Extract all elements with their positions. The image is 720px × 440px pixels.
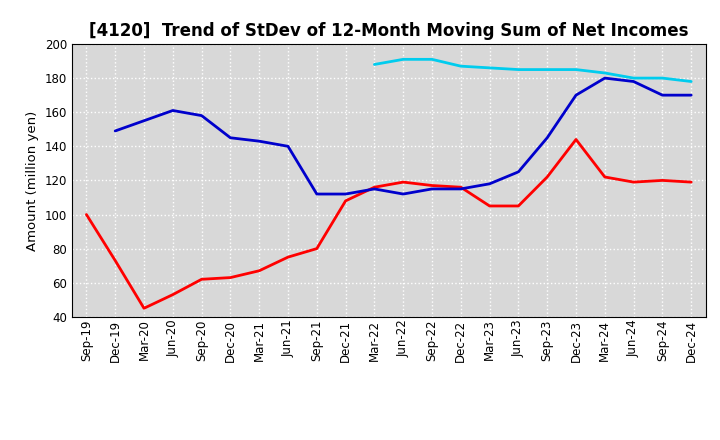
3 Years <box>284 254 292 260</box>
3 Years <box>255 268 264 273</box>
7 Years <box>658 75 667 81</box>
7 Years <box>514 67 523 72</box>
7 Years <box>687 79 696 84</box>
3 Years <box>600 174 609 180</box>
3 Years <box>428 183 436 188</box>
5 Years <box>341 191 350 197</box>
7 Years <box>428 57 436 62</box>
5 Years <box>140 118 148 123</box>
3 Years <box>168 292 177 297</box>
3 Years <box>514 203 523 209</box>
3 Years <box>370 185 379 190</box>
5 Years <box>399 191 408 197</box>
3 Years <box>341 198 350 203</box>
5 Years <box>658 92 667 98</box>
5 Years <box>687 92 696 98</box>
5 Years <box>629 79 638 84</box>
5 Years <box>600 75 609 81</box>
7 Years <box>600 70 609 76</box>
Y-axis label: Amount (million yen): Amount (million yen) <box>26 110 39 250</box>
7 Years <box>629 75 638 81</box>
3 Years <box>82 212 91 217</box>
5 Years <box>226 135 235 140</box>
5 Years <box>168 108 177 113</box>
5 Years <box>543 135 552 140</box>
5 Years <box>572 92 580 98</box>
3 Years <box>312 246 321 251</box>
3 Years <box>543 174 552 180</box>
Line: 7 Years: 7 Years <box>374 59 691 81</box>
5 Years <box>111 128 120 134</box>
7 Years <box>456 63 465 69</box>
3 Years <box>226 275 235 280</box>
3 Years <box>140 306 148 311</box>
3 Years <box>197 277 206 282</box>
5 Years <box>284 143 292 149</box>
7 Years <box>399 57 408 62</box>
7 Years <box>485 65 494 70</box>
3 Years <box>399 180 408 185</box>
5 Years <box>312 191 321 197</box>
5 Years <box>197 113 206 118</box>
Line: 5 Years: 5 Years <box>115 78 691 194</box>
7 Years <box>572 67 580 72</box>
3 Years <box>111 258 120 263</box>
Title: [4120]  Trend of StDev of 12-Month Moving Sum of Net Incomes: [4120] Trend of StDev of 12-Month Moving… <box>89 22 688 40</box>
5 Years <box>456 186 465 191</box>
3 Years <box>485 203 494 209</box>
3 Years <box>629 180 638 185</box>
3 Years <box>658 178 667 183</box>
5 Years <box>428 186 436 191</box>
5 Years <box>255 139 264 144</box>
Line: 3 Years: 3 Years <box>86 139 691 308</box>
3 Years <box>687 180 696 185</box>
3 Years <box>456 185 465 190</box>
5 Years <box>485 181 494 187</box>
7 Years <box>370 62 379 67</box>
5 Years <box>370 186 379 191</box>
5 Years <box>514 169 523 175</box>
7 Years <box>543 67 552 72</box>
3 Years <box>572 137 580 142</box>
